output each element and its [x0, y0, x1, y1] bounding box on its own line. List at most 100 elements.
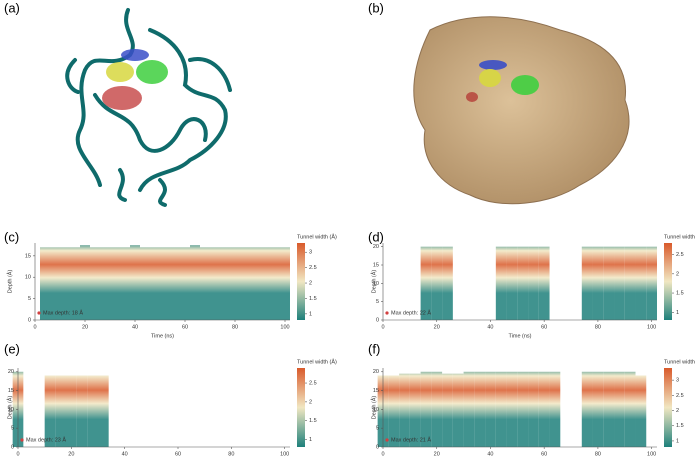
x-tick-label: 40 — [122, 451, 128, 457]
x-tick-label: 100 — [280, 451, 289, 457]
x-tick-label: 40 — [132, 324, 138, 330]
colorbar-tick-label: 2.5 — [676, 252, 684, 258]
colorbar-tick-label: 3 — [676, 378, 679, 384]
y-tick-label: 5 — [11, 426, 14, 432]
y-tick-label: 10 — [25, 275, 31, 281]
colorbar-tick-label: 1.5 — [309, 296, 317, 302]
depth-stripe — [100, 247, 110, 320]
y-tick-label: 0 — [11, 444, 14, 450]
depth-stripe — [150, 247, 160, 320]
depth-stripe — [76, 375, 88, 447]
depth-stripe — [55, 375, 66, 447]
depth-stripe — [110, 247, 120, 320]
colorbar-label: Tunnel width (Å) — [664, 358, 696, 365]
depth-stripe — [60, 247, 70, 320]
y-tick-label: 0 — [28, 317, 31, 323]
x-tick-label: 20 — [434, 451, 440, 457]
colorbar — [664, 368, 672, 447]
depth-stripe — [388, 375, 400, 447]
depth-stripe — [120, 247, 130, 320]
depth-stripe — [538, 246, 550, 320]
panel-label: (b) — [368, 0, 384, 15]
depth-stripe — [549, 371, 561, 447]
depth-stripe — [635, 375, 647, 447]
protein-pocket — [102, 49, 168, 110]
depth-stripe — [592, 371, 604, 447]
depth-stripe — [180, 247, 190, 320]
depth-stripe — [463, 371, 475, 447]
colorbar — [297, 368, 305, 447]
x-tick-label: 20 — [68, 451, 74, 457]
depth-stripe — [517, 246, 529, 320]
depth-stripe — [538, 371, 550, 447]
y-tick-label: 0 — [376, 444, 379, 450]
colorbar — [664, 243, 672, 320]
depth-stripe — [517, 371, 529, 447]
y-tick-label: 20 — [373, 369, 379, 375]
depth-stripe — [442, 373, 453, 447]
panel-label: (f) — [368, 341, 380, 356]
y-tick-label: 15 — [25, 253, 31, 259]
depth-stripe — [80, 245, 90, 320]
protein-pocket — [466, 60, 539, 102]
panel-label: (d) — [368, 229, 384, 244]
depth-stripe — [485, 371, 496, 447]
depth-stripe — [98, 375, 109, 447]
depth-stripe — [130, 245, 140, 320]
colorbar-tick-label: 1 — [309, 311, 312, 317]
colorbar — [297, 243, 305, 320]
depth-stripe — [50, 247, 60, 320]
depth-stripe — [635, 246, 647, 320]
x-tick-label: 100 — [647, 451, 656, 457]
y-tick-label: 5 — [376, 299, 379, 305]
depth-stripe — [581, 371, 593, 447]
depth-stripe — [603, 371, 615, 447]
y-tick-label: 10 — [373, 281, 379, 287]
depth-stripe — [442, 246, 453, 320]
depth-stripe — [431, 371, 443, 447]
depth-stripe — [420, 246, 432, 320]
depth-stripe — [87, 375, 98, 447]
colorbar-label: Tunnel width (Å) — [297, 358, 337, 365]
x-axis-label: Time (ns) — [508, 333, 531, 339]
depth-stripe — [270, 247, 280, 320]
depth-stripe — [170, 247, 180, 320]
y-tick-label: 5 — [376, 426, 379, 432]
x-tick-label: 60 — [541, 451, 547, 457]
y-tick-label: 10 — [373, 407, 379, 413]
y-tick-label: 10 — [8, 407, 14, 413]
depth-stripe — [140, 247, 150, 320]
x-tick-label: 80 — [595, 451, 601, 457]
depth-stripe — [200, 247, 210, 320]
protein-ribbon — [65, 8, 232, 207]
depth-stripe — [528, 371, 539, 447]
depth-stripe — [240, 247, 250, 320]
colorbar-tick-label: 2 — [309, 399, 312, 405]
depth-stripe — [40, 247, 50, 320]
depth-stripe — [44, 375, 56, 447]
depth-stripe — [528, 246, 539, 320]
x-tick-label: 40 — [487, 451, 493, 457]
depth-stripe — [431, 246, 443, 320]
depth-stripe — [250, 247, 260, 320]
annotation: Max depth: 21 Å — [391, 436, 431, 443]
depth-stripe — [495, 371, 507, 447]
depth-stripe — [66, 375, 77, 447]
panel-label: (e) — [4, 341, 20, 356]
x-tick-label: 0 — [381, 451, 384, 457]
depth-stripe — [160, 247, 170, 320]
colorbar-tick-label: 3 — [309, 250, 312, 256]
y-axis-label: Depth (Å) — [370, 396, 377, 420]
depth-stripe — [624, 371, 636, 447]
x-tick-label: 20 — [434, 324, 440, 330]
x-tick-label: 0 — [16, 451, 19, 457]
depth-stripe — [614, 246, 625, 320]
y-tick-label: 20 — [373, 244, 379, 250]
panel-label: (a) — [4, 0, 20, 15]
colorbar-label: Tunnel width (Å) — [297, 233, 337, 240]
y-tick-label: 15 — [8, 388, 14, 394]
depth-stripe — [624, 246, 636, 320]
x-tick-label: 100 — [280, 324, 289, 330]
colorbar-tick-label: 1.5 — [309, 418, 317, 424]
x-tick-label: 80 — [228, 451, 234, 457]
